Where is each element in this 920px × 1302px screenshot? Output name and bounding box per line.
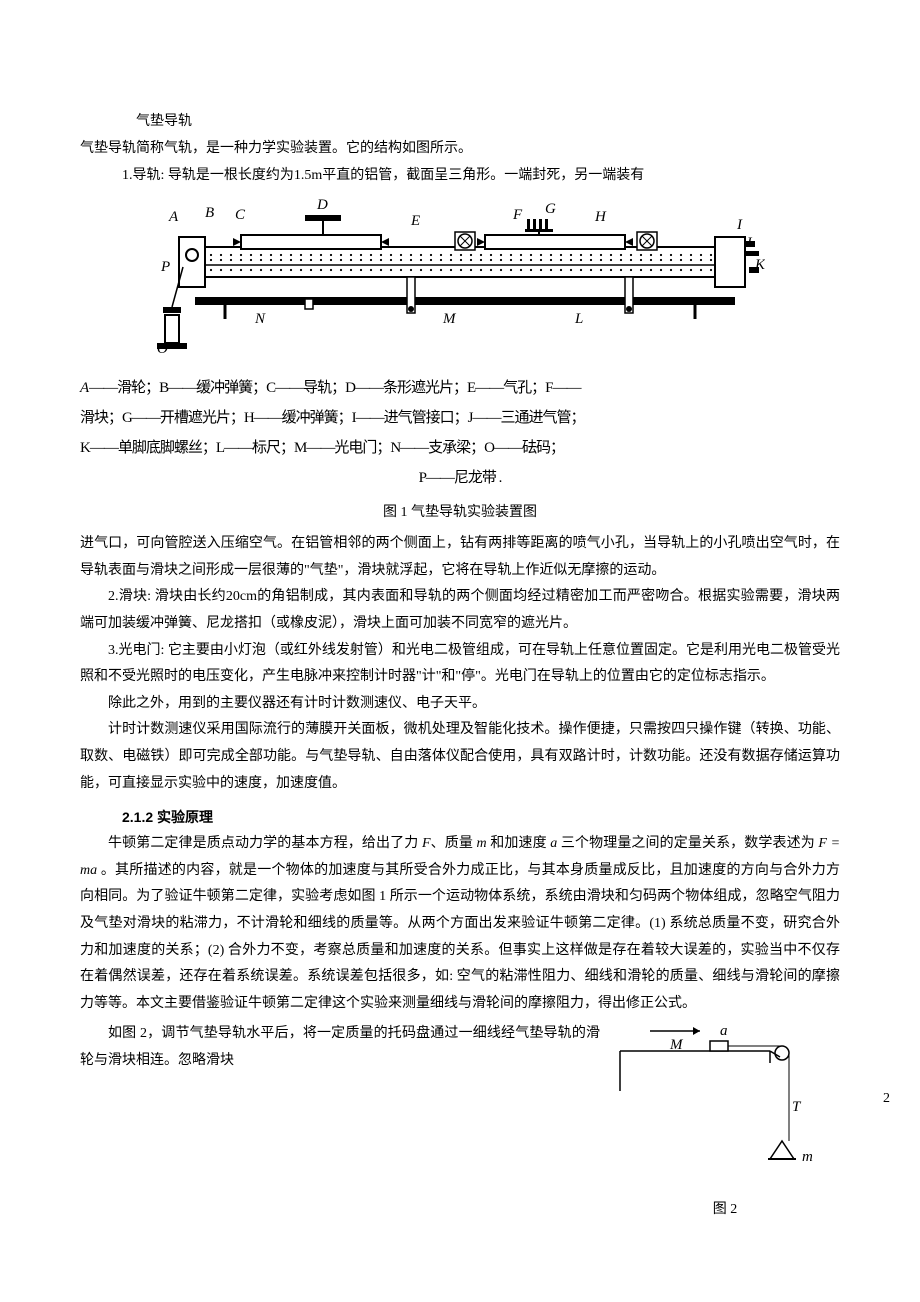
svg-text:L: L [574,311,583,327]
svg-text:O: O [157,341,168,357]
svg-text:N: N [254,311,266,327]
svg-text:T: T [792,1099,802,1115]
para-7: 如图 2，调节气垫导轨水平后，将一定质量的托码盘通过一细线经气垫导轨的滑轮与滑块… [80,1021,600,1218]
para-1-cont: 进气口，可向管腔送入压缩空气。在铝管相邻的两个侧面上，钻有两排等距离的喷气小孔，… [80,531,840,584]
svg-text:P: P [160,259,170,275]
var-F: F [422,836,431,851]
svg-text:F: F [512,207,523,223]
p6-e: 。其所描述的内容，就是一个物体的加速度与其所受合外力成正比，与其本身质量成反比，… [80,863,840,1011]
figure-1-container: ABCDEFGHIJKLMNOP [80,195,840,365]
svg-text:m: m [802,1149,813,1165]
para-intro: 气垫导轨简称气轨，是一种力学实验装置。它的结构如图所示。 [80,136,840,163]
p6-d: 三个物理量之间的定量关系，数学表述为 [557,836,818,851]
legend-line-3: K——单脚底脚螺丝；L——标尺；M——光电门；N——支承梁；O——砝码； [80,433,840,463]
svg-text:C: C [235,207,246,223]
section-heading: 2.1.2 实验原理 [80,807,840,827]
figure-1-legend: A——滑轮；B——缓冲弹簧；C——导轨；D——条形遮光片；E——气孔；F—— 滑… [80,373,840,493]
para-5: 计时计数测速仪采用国际流行的薄膜开关面板，微机处理及智能化技术。操作便捷，只需按… [80,717,840,797]
svg-text:A: A [168,209,179,225]
var-m: m [477,836,487,851]
svg-text:E: E [410,213,420,229]
svg-text:B: B [205,205,214,221]
svg-text:M: M [442,311,457,327]
svg-text:D: D [316,197,328,213]
section-title: 气垫导轨 [80,110,840,130]
para-6: 牛顿第二定律是质点动力学的基本方程，给出了力 F、质量 m 和加速度 a 三个物… [80,831,840,1017]
legend-var-A: A [80,380,89,396]
figure-1-svg: ABCDEFGHIJKLMNOP [155,195,765,365]
svg-text:I: I [736,217,743,233]
p6-c: 和加速度 [487,836,551,851]
p6-b: 、质量 [431,836,477,851]
legend-line-1: ——滑轮；B——缓冲弹簧；C——导轨；D——条形遮光片；E——气孔；F—— [89,380,580,396]
para-2: 2.滑块: 滑块由长约20cm的角铝制成，其内表面和导轨的两个侧面均经过精密加工… [80,584,840,637]
svg-text:M: M [669,1037,684,1053]
para-4: 除此之外，用到的主要仪器还有计时计数测速仪、电子天平。 [80,691,840,718]
bottom-columns: 如图 2，调节气垫导轨水平后，将一定质量的托码盘通过一细线经气垫导轨的滑轮与滑块… [80,1021,840,1218]
legend-line-2: 滑块；G——开槽遮光片；H——缓冲弹簧；I——进气管接口；J——三通进气管； [80,403,840,433]
svg-text:a: a [720,1023,728,1039]
svg-text:H: H [594,209,607,225]
para-1-lead: 1.导轨: 导轨是一根长度约为1.5m平直的铝管，截面呈三角形。一端封死，另一端… [80,163,840,190]
para-3: 3.光电门: 它主要由小灯泡（或红外线发射管）和光电二极管组成，可在导轨上任意位… [80,638,840,691]
page-number: 2 [883,1091,890,1107]
svg-text:G: G [545,201,556,217]
figure-2-caption: 图 2 [610,1198,840,1218]
figure-2-container: aMTm 2 图 2 [610,1021,840,1218]
figure-1-caption: 图 1 气垫导轨实验装置图 [80,501,840,521]
svg-text:K: K [754,257,765,273]
figure-2-svg: a M Tm [610,1021,820,1181]
p6-a: 牛顿第二定律是质点动力学的基本方程，给出了力 [108,836,422,851]
legend-line-4: P——尼龙带 . [80,463,840,493]
